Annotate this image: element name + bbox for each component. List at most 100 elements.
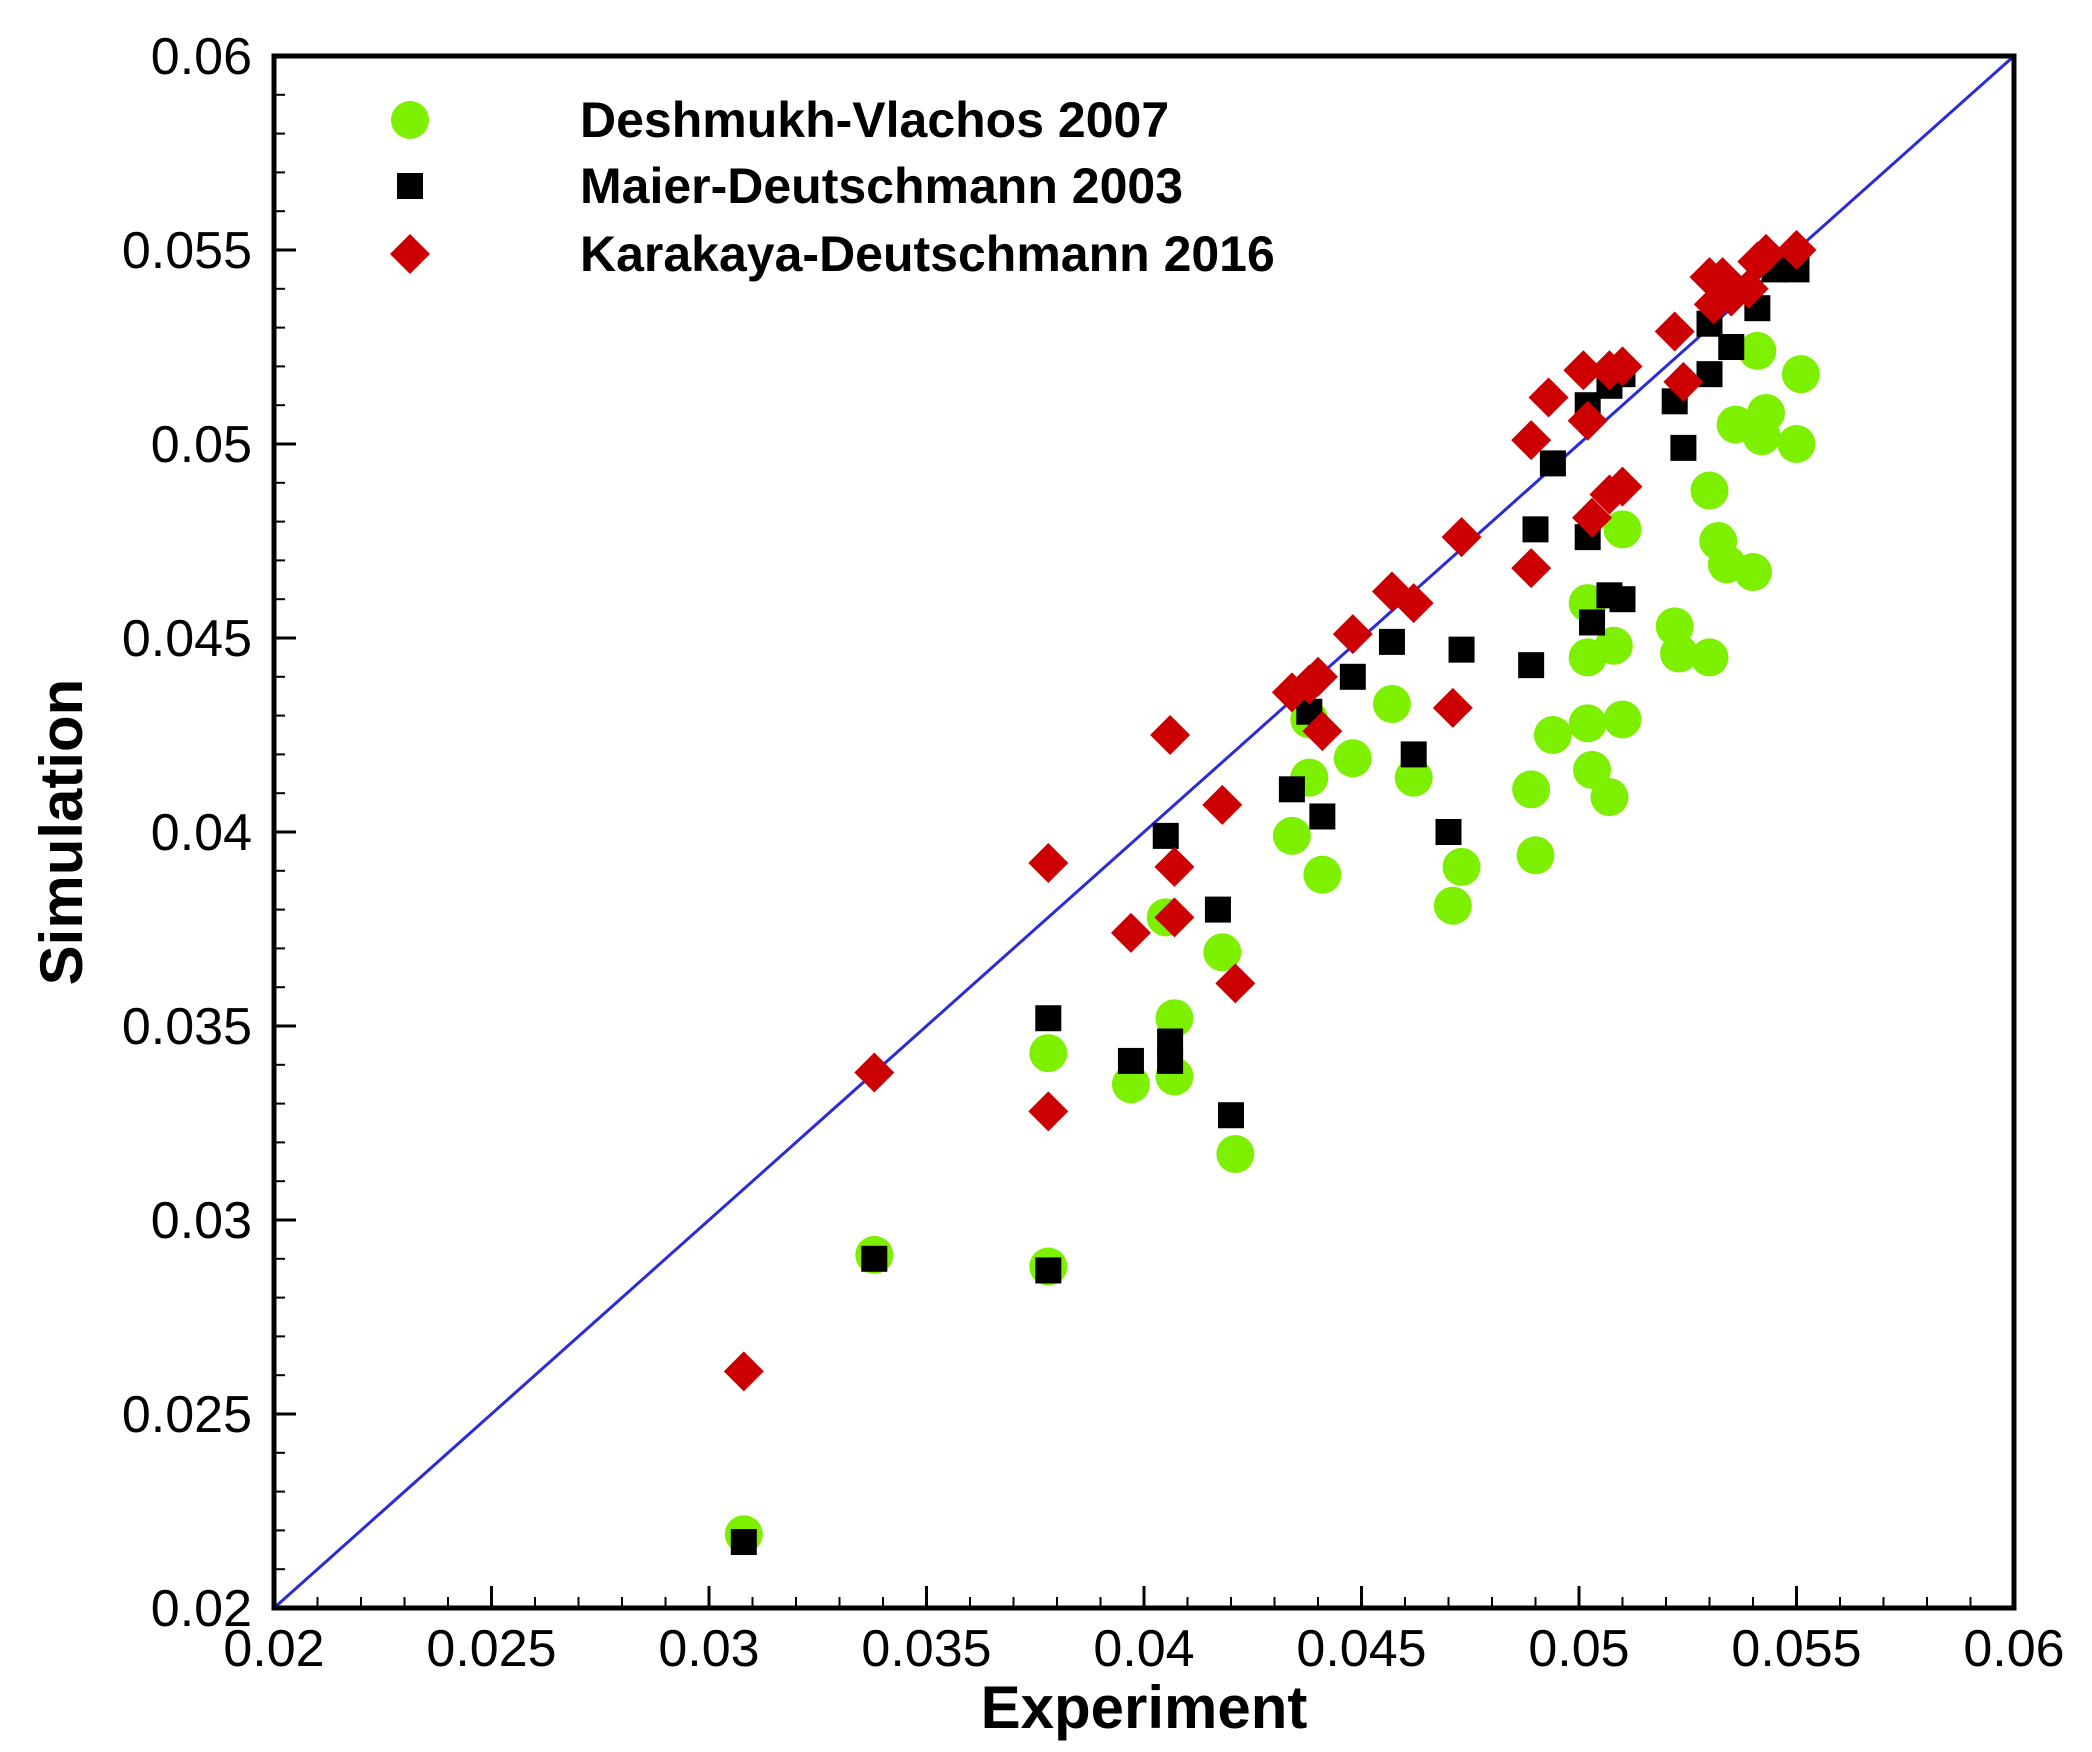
x-tick-label: 0.045 xyxy=(1296,1620,1426,1678)
data-point-circle xyxy=(1690,471,1729,510)
data-point-diamond xyxy=(1654,311,1695,352)
data-point-circle xyxy=(1394,758,1433,797)
data-point-diamond xyxy=(1154,897,1195,938)
y-tick-label: 0.06 xyxy=(151,28,252,86)
data-point-square xyxy=(1152,822,1179,849)
data-point-square xyxy=(730,1529,757,1556)
data-point-circle xyxy=(1594,626,1633,665)
data-point-diamond xyxy=(1602,466,1643,507)
x-tick-label: 0.025 xyxy=(426,1620,556,1678)
y-tick-labels: 0.02 0.025 0.03 0.035 0.04 0.045 0.05 0.055 0.06 xyxy=(122,28,252,1638)
data-point-diamond xyxy=(1663,361,1704,402)
data-point-circle xyxy=(1372,684,1411,723)
data-point-diamond xyxy=(1302,711,1343,752)
y-tick-label: 0.03 xyxy=(151,1192,252,1250)
reference-line-y-equals-x xyxy=(273,54,2015,1610)
data-point-diamond xyxy=(1154,846,1195,887)
data-point-diamond xyxy=(1511,548,1552,589)
data-point-circle xyxy=(1216,1135,1255,1174)
data-point-circle xyxy=(1512,770,1551,809)
data-point-diamond xyxy=(1332,614,1373,655)
y-tick-label: 0.05 xyxy=(151,416,252,474)
data-point-circle xyxy=(1690,638,1729,677)
y-tick-label: 0.055 xyxy=(122,222,252,280)
data-point-diamond xyxy=(1028,1091,1069,1132)
plot-frame xyxy=(271,53,2017,1611)
data-point-square xyxy=(1609,586,1636,613)
data-point-diamond xyxy=(1567,400,1608,441)
data-point-diamond xyxy=(1528,377,1569,418)
legend-marker-diamond xyxy=(390,234,430,274)
data-point-diamond xyxy=(1563,350,1604,391)
y-tick-label: 0.02 xyxy=(151,1580,252,1638)
data-point-square xyxy=(1522,516,1549,543)
x-tick-label: 0.03 xyxy=(658,1620,759,1678)
data-point-square xyxy=(1339,663,1366,690)
data-point-square xyxy=(861,1245,888,1272)
x-axis-title: Experiment xyxy=(981,1674,1308,1741)
data-point-diamond xyxy=(1110,912,1151,953)
data-point-square xyxy=(1400,741,1427,768)
series-2 xyxy=(730,256,1810,1556)
data-point-square xyxy=(1218,1102,1244,1129)
data-point-diamond xyxy=(723,1351,764,1392)
data-point-square xyxy=(1378,628,1405,655)
series-3 xyxy=(723,230,1817,1392)
data-point-square xyxy=(1670,434,1697,461)
data-point-square xyxy=(1539,450,1566,477)
legend: Deshmukh-Vlachos 2007 Maier-Deutschmann 2… xyxy=(390,92,1275,282)
data-point-circle xyxy=(1590,778,1629,817)
x-tick-label: 0.02 xyxy=(223,1620,324,1678)
data-point-circle xyxy=(1603,510,1642,549)
data-point-square xyxy=(1448,636,1475,663)
data-point-diamond xyxy=(1202,784,1243,825)
data-point-circle xyxy=(1568,704,1607,743)
data-point-circle xyxy=(1303,855,1342,894)
data-point-diamond xyxy=(854,1052,895,1093)
data-point-square xyxy=(1579,609,1606,636)
data-point-diamond xyxy=(1572,497,1613,538)
data-point-circle xyxy=(1111,1065,1150,1104)
x-tick-label: 0.04 xyxy=(1093,1620,1194,1678)
data-point-circle xyxy=(1203,933,1242,972)
data-point-diamond xyxy=(1746,233,1787,274)
data-point-circle xyxy=(1442,847,1481,886)
data-point-diamond xyxy=(1776,230,1817,270)
data-point-circle xyxy=(1747,393,1786,432)
data-point-circle xyxy=(1433,886,1472,925)
data-point-circle xyxy=(1155,999,1194,1038)
data-point-circle xyxy=(1781,355,1820,394)
y-tick-label: 0.035 xyxy=(122,998,252,1056)
data-points xyxy=(723,230,1820,1556)
data-point-diamond xyxy=(1215,963,1256,1004)
y-axis-title: Simulation xyxy=(28,679,95,986)
x-tick-label: 0.055 xyxy=(1731,1620,1861,1678)
data-point-square xyxy=(1117,1047,1144,1074)
data-point-circle xyxy=(1333,739,1372,778)
data-point-square xyxy=(1518,652,1545,679)
data-point-diamond xyxy=(1602,346,1643,387)
y-tick-label: 0.025 xyxy=(122,1386,252,1444)
data-point-square xyxy=(1035,1257,1062,1284)
data-point-circle xyxy=(1533,716,1572,754)
y-tick-label: 0.045 xyxy=(122,610,252,668)
data-point-diamond xyxy=(1028,843,1069,884)
data-point-circle xyxy=(1738,331,1777,370)
x-tick-label: 0.035 xyxy=(861,1620,991,1678)
data-point-diamond xyxy=(1393,583,1434,624)
legend-label: Maier-Deutschmann 2003 xyxy=(580,158,1183,214)
data-point-diamond xyxy=(1298,656,1338,697)
data-point-square xyxy=(1278,776,1305,803)
x-tick-label: 0.06 xyxy=(1963,1620,2064,1678)
data-point-circle xyxy=(1660,634,1699,673)
x-tick-labels: 0.02 0.025 0.03 0.035 0.04 0.045 0.05 0.055 0.06 xyxy=(223,1620,2064,1678)
legend-label: Karakaya-Deutschmann 2016 xyxy=(580,226,1275,282)
data-point-diamond xyxy=(1511,420,1552,461)
data-point-square xyxy=(1035,1005,1062,1032)
data-point-circle xyxy=(1029,1034,1068,1073)
data-point-square xyxy=(1204,896,1231,923)
data-point-square xyxy=(1435,819,1462,845)
data-point-square xyxy=(1718,334,1745,360)
data-point-diamond xyxy=(1432,687,1473,728)
